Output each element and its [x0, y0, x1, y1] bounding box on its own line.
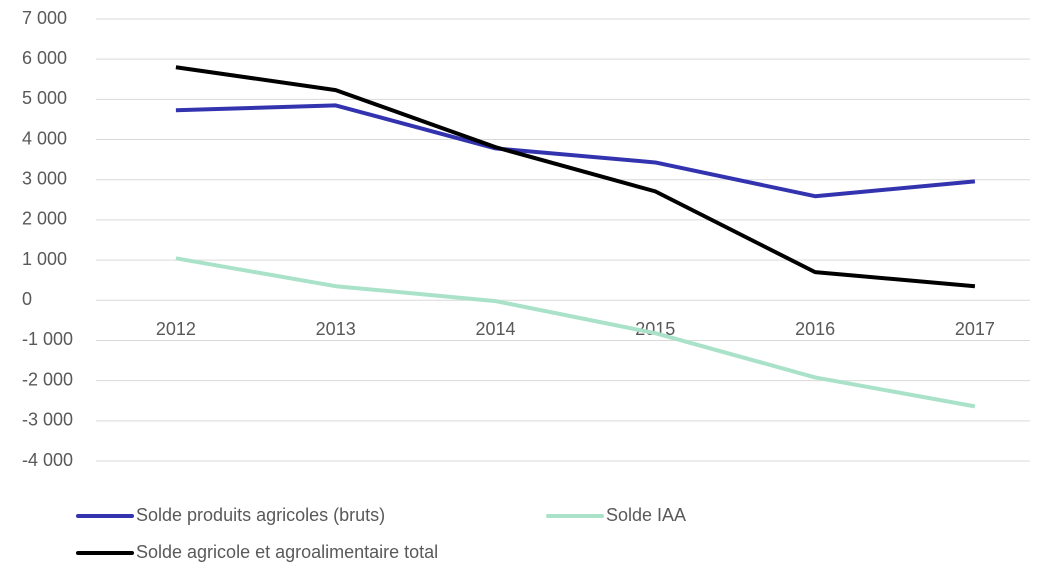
x-tick-label: 2012: [156, 319, 196, 339]
y-tick-label: 0: [22, 289, 32, 309]
y-tick-label: 2 000: [22, 209, 67, 229]
y-tick-label: 6 000: [22, 48, 67, 68]
y-tick-label: 1 000: [22, 249, 67, 269]
legend-label: Solde produits agricoles (bruts): [136, 505, 385, 525]
x-tick-label: 2017: [955, 319, 995, 339]
series-line: [175, 65, 976, 289]
series-line: [175, 256, 976, 409]
series-line: [175, 103, 976, 199]
y-tick-label: 3 000: [22, 168, 67, 188]
x-tick-label: 2014: [475, 319, 515, 339]
y-tick-label: -1 000: [22, 329, 73, 349]
x-tick-label: 2013: [316, 319, 356, 339]
legend-label: Solde IAA: [606, 505, 686, 525]
y-tick-label: -2 000: [22, 369, 73, 389]
y-tick-label: 7 000: [22, 8, 67, 28]
y-tick-label: -3 000: [22, 410, 73, 430]
x-tick-label: 2016: [795, 319, 835, 339]
y-tick-label: -4 000: [22, 450, 73, 470]
legend-label: Solde agricole et agroalimentaire total: [136, 542, 438, 562]
y-tick-label: 5 000: [22, 88, 67, 108]
y-tick-label: 4 000: [22, 128, 67, 148]
